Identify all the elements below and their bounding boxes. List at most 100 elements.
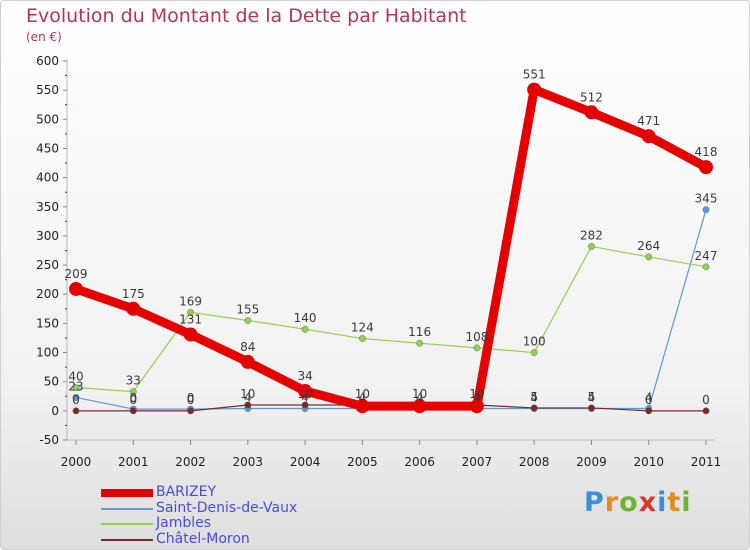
series-saint-denis-de-vaux [72,206,710,413]
data-point [699,160,713,175]
legend-label: Saint-Denis-de-Vaux [156,499,298,516]
data-point [72,407,80,415]
data-point [645,253,653,261]
data-label: 84 [240,340,255,354]
data-label: 34 [297,369,312,383]
data-point [298,384,313,399]
x-tick-label: 2000 [61,455,92,469]
line-chart: -500501001502002503003504004505005506002… [36,54,722,469]
y-tick-label: 350 [36,200,59,214]
legend-swatch [101,507,153,510]
logo-letter: i [657,487,668,518]
data-label: 10 [297,387,312,401]
data-point [527,82,542,97]
data-label: 209 [65,267,88,281]
series-barizey [69,82,713,414]
data-point [641,129,656,144]
data-label: 23 [68,379,83,393]
data-point [588,243,595,250]
y-tick-label: 100 [36,346,59,360]
data-point [301,401,309,409]
logo-letter: x [638,487,658,518]
data-point [72,394,80,401]
data-label: 418 [695,145,718,159]
data-label: 124 [351,321,374,335]
data-point [530,404,538,412]
data-label: 40 [68,370,83,384]
data-point [129,388,137,396]
y-tick-label: -50 [39,433,59,447]
data-label: 175 [122,287,145,301]
data-label: 4 [645,391,653,405]
x-tick-label: 2011 [691,455,722,469]
legend-swatch [101,538,153,541]
x-tick-label: 2004 [290,455,321,469]
x-tick-label: 2008 [519,455,550,469]
data-point [416,339,424,347]
series-line [71,85,711,411]
x-tick-label: 2006 [404,455,435,469]
legend-swatch [101,523,153,525]
data-label: 282 [580,228,603,242]
data-label: 0 [187,391,195,405]
series-line [75,245,707,393]
data-label: 10 [469,387,484,401]
series-jambles [72,243,710,396]
logo-letter: i [681,487,692,518]
chart-subtitle: (en €) [26,30,62,44]
data-point [469,399,484,414]
y-tick-label: 200 [36,287,59,301]
x-tick-label: 2010 [633,455,664,469]
x-tick-label: 2001 [118,455,149,469]
data-label: 0 [187,393,195,407]
data-label: 131 [179,312,202,326]
y-tick-label: 300 [36,229,59,243]
logo-letter: P [584,487,605,518]
x-tick-label: 2007 [462,455,493,469]
data-label: 100 [523,335,546,349]
data-point [244,401,252,409]
data-label: 4 [416,391,424,405]
data-point [412,399,427,414]
data-point [473,344,481,352]
y-tick-label: 50 [44,375,59,389]
data-label: 116 [408,325,431,339]
x-tick-label: 2005 [347,455,378,469]
data-label: 0 [72,393,80,407]
data-point [702,263,710,271]
y-tick-label: 500 [36,112,59,126]
data-point [358,335,366,342]
data-point [702,206,710,214]
data-label: 10 [240,387,255,401]
data-point [187,407,194,415]
data-label: 10 [355,387,370,401]
data-point [588,404,595,412]
data-label: 5 [588,390,596,404]
y-tick-label: 450 [36,141,59,155]
data-label: 33 [126,374,141,388]
data-label: 0 [645,393,653,407]
data-label: 4 [588,391,596,405]
data-label: 155 [236,302,259,316]
data-label: 5 [530,390,538,404]
proxiti-logo: Proxiti [584,487,692,518]
data-label: 4 [530,391,538,405]
data-label: 4 [244,391,252,405]
data-label: 551 [523,68,546,82]
y-tick-label: 0 [51,404,59,418]
data-point [126,301,141,316]
legend-label: Châtel-Moron [156,530,250,547]
chart-title: Evolution du Montant de la Dette par Hab… [26,5,467,27]
data-point [645,407,653,415]
data-label: 4 [359,391,367,405]
data-label: 0 [129,391,137,405]
y-tick-label: 600 [36,54,59,68]
x-tick-label: 2003 [233,455,264,469]
data-label: 10 [412,387,427,401]
data-label: 0 [129,393,137,407]
y-tick-label: 250 [36,258,59,272]
y-tick-label: 400 [36,171,59,185]
logo-letter: r [604,487,620,518]
x-tick-label: 2009 [576,455,607,469]
